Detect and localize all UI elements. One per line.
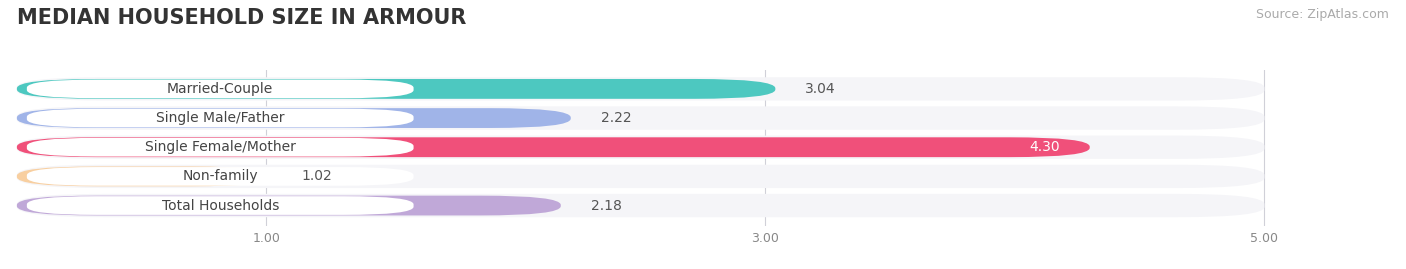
Text: Single Female/Mother: Single Female/Mother <box>145 140 295 154</box>
FancyBboxPatch shape <box>17 167 271 186</box>
Text: 1.02: 1.02 <box>301 169 332 183</box>
Text: Source: ZipAtlas.com: Source: ZipAtlas.com <box>1256 8 1389 21</box>
FancyBboxPatch shape <box>27 80 413 98</box>
Text: 4.30: 4.30 <box>1029 140 1060 154</box>
FancyBboxPatch shape <box>27 109 413 128</box>
FancyBboxPatch shape <box>17 137 1090 157</box>
Text: 2.18: 2.18 <box>591 199 621 213</box>
FancyBboxPatch shape <box>17 108 571 128</box>
FancyBboxPatch shape <box>17 194 1264 217</box>
Text: Single Male/Father: Single Male/Father <box>156 111 284 125</box>
Text: 2.22: 2.22 <box>600 111 631 125</box>
Text: Non-family: Non-family <box>183 169 259 183</box>
FancyBboxPatch shape <box>17 107 1264 130</box>
FancyBboxPatch shape <box>17 136 1264 159</box>
Text: Married-Couple: Married-Couple <box>167 82 273 96</box>
FancyBboxPatch shape <box>27 196 413 215</box>
Text: 3.04: 3.04 <box>806 82 837 96</box>
Text: MEDIAN HOUSEHOLD SIZE IN ARMOUR: MEDIAN HOUSEHOLD SIZE IN ARMOUR <box>17 8 467 28</box>
FancyBboxPatch shape <box>17 77 1264 101</box>
FancyBboxPatch shape <box>17 165 1264 188</box>
Text: Total Households: Total Households <box>162 199 278 213</box>
FancyBboxPatch shape <box>17 196 561 215</box>
FancyBboxPatch shape <box>17 79 775 99</box>
FancyBboxPatch shape <box>27 138 413 157</box>
FancyBboxPatch shape <box>27 167 413 186</box>
